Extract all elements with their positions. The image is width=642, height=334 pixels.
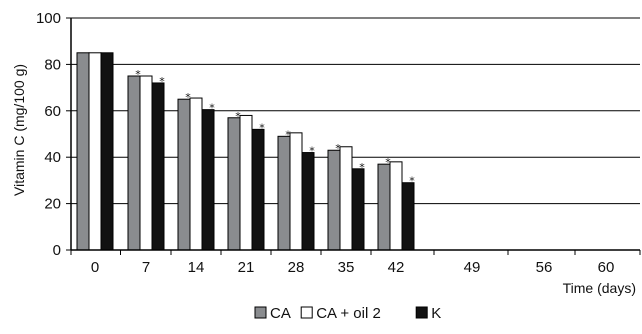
bar-k-day-28 xyxy=(301,152,315,251)
bar-ca-day-35 xyxy=(327,149,341,251)
bar-ca-day-14 xyxy=(177,98,191,251)
legend-label: K xyxy=(431,305,441,322)
bar-ca-oil-2-day-35 xyxy=(339,146,353,251)
bar-k-day-14 xyxy=(201,109,215,251)
bar-groups xyxy=(76,52,415,251)
significance-star: * xyxy=(159,75,165,88)
bar-k-day-0 xyxy=(100,52,114,251)
grid-lines xyxy=(71,17,640,205)
significance-star: * xyxy=(209,102,215,115)
x-tick-label: 28 xyxy=(288,259,305,276)
bar-ca-oil-2-day-14 xyxy=(189,97,203,251)
legend-swatch xyxy=(254,306,267,319)
x-tick-label: 14 xyxy=(188,259,205,276)
significance-star: * xyxy=(409,175,415,188)
significance-star: * xyxy=(385,156,391,169)
bar-k-day-42 xyxy=(401,182,415,251)
legend-swatch xyxy=(415,306,428,319)
significance-star: * xyxy=(285,128,291,141)
x-tick-label: 0 xyxy=(91,259,99,276)
bar-ca-oil-2-day-28 xyxy=(289,132,303,251)
legend-label: CA xyxy=(270,305,291,322)
bar-k-day-7 xyxy=(151,82,165,251)
y-tick-label: 60 xyxy=(44,103,61,120)
bar-ca-day-42 xyxy=(377,163,391,251)
x-tick-label: 7 xyxy=(142,259,150,276)
y-tick-label: 0 xyxy=(53,242,61,259)
legend-swatch xyxy=(300,306,313,319)
x-tick-label: 60 xyxy=(598,259,615,276)
significance-markers: * * * * * * * * * * * * xyxy=(135,68,415,188)
significance-star: * xyxy=(259,121,265,134)
bar-ca-oil-2-day-7 xyxy=(139,75,153,251)
x-tick-label: 35 xyxy=(338,259,355,276)
significance-star: * xyxy=(335,142,341,155)
legend-label: CA + oil 2 xyxy=(316,305,381,322)
bar-ca-day-7 xyxy=(127,75,141,251)
significance-star: * xyxy=(135,68,141,81)
bar-ca-day-21 xyxy=(227,117,241,251)
significance-star: * xyxy=(235,110,241,123)
axes xyxy=(66,17,641,255)
bar-k-day-21 xyxy=(251,128,265,251)
y-tick-label: 20 xyxy=(44,196,61,213)
x-tick-label: 21 xyxy=(238,259,255,276)
bar-ca-oil-2-day-42 xyxy=(389,161,403,251)
y-tick-labels: 0 20 40 60 80 100 xyxy=(36,10,61,259)
significance-star: * xyxy=(359,161,365,174)
bar-ca-day-28 xyxy=(277,135,291,251)
x-axis-title: Time (days) xyxy=(563,280,636,296)
x-tick-label: 56 xyxy=(536,259,553,276)
y-tick-label: 100 xyxy=(36,10,61,27)
y-tick-label: 40 xyxy=(44,149,61,166)
bar-ca-day-0 xyxy=(76,52,90,251)
legend: CA CA + oil 2 K xyxy=(254,305,441,322)
bar-ca-oil-2-day-0 xyxy=(88,52,102,251)
y-axis-title: Vitamin C (mg/100 g) xyxy=(11,64,27,196)
x-tick-labels: 0 7 14 21 28 35 42 49 56 60 xyxy=(91,259,615,276)
bar-ca-oil-2-day-21 xyxy=(239,114,253,251)
significance-star: * xyxy=(185,91,191,104)
significance-star: * xyxy=(309,145,315,158)
bar-k-day-35 xyxy=(351,168,365,251)
x-tick-label: 42 xyxy=(388,259,405,276)
x-tick-label: 49 xyxy=(464,259,481,276)
y-tick-label: 80 xyxy=(44,56,61,73)
